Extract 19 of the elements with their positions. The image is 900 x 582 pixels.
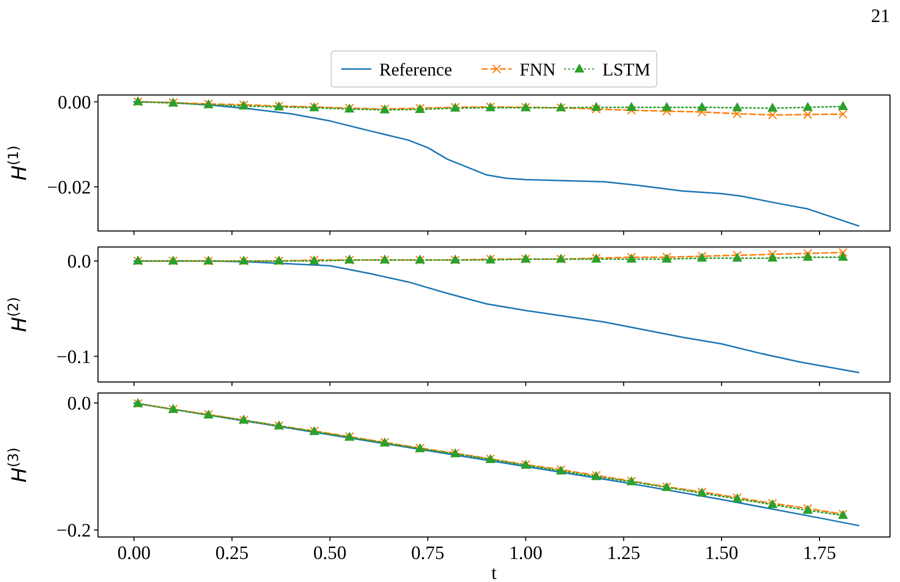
- x-tick-label: 0.75: [411, 543, 444, 564]
- x-tick-label: 1.00: [509, 543, 542, 564]
- x-tick-label: 1.25: [607, 543, 640, 564]
- text: 21: [871, 6, 890, 27]
- legend-label: LSTM: [602, 59, 650, 80]
- x-tick-label: 0.25: [215, 543, 249, 564]
- y-tick-label: 0.0: [67, 394, 91, 415]
- x-tick-label: 0.50: [313, 543, 347, 564]
- y-tick-label: −0.2: [56, 520, 91, 542]
- x-axis-title: t: [491, 563, 498, 582]
- y-tick-label: 0.0: [67, 252, 91, 273]
- y-tick-label: −0.1: [56, 346, 91, 368]
- legend-label: FNN: [520, 59, 556, 80]
- y-tick-label: 0.00: [58, 92, 91, 114]
- x-tick-label: 1.75: [802, 543, 836, 564]
- legend-label: Reference: [379, 59, 452, 80]
- x-tick-label: 0.00: [117, 543, 151, 564]
- x-tick-label: 1.50: [704, 543, 738, 564]
- y-tick-label: −0.02: [47, 177, 91, 198]
